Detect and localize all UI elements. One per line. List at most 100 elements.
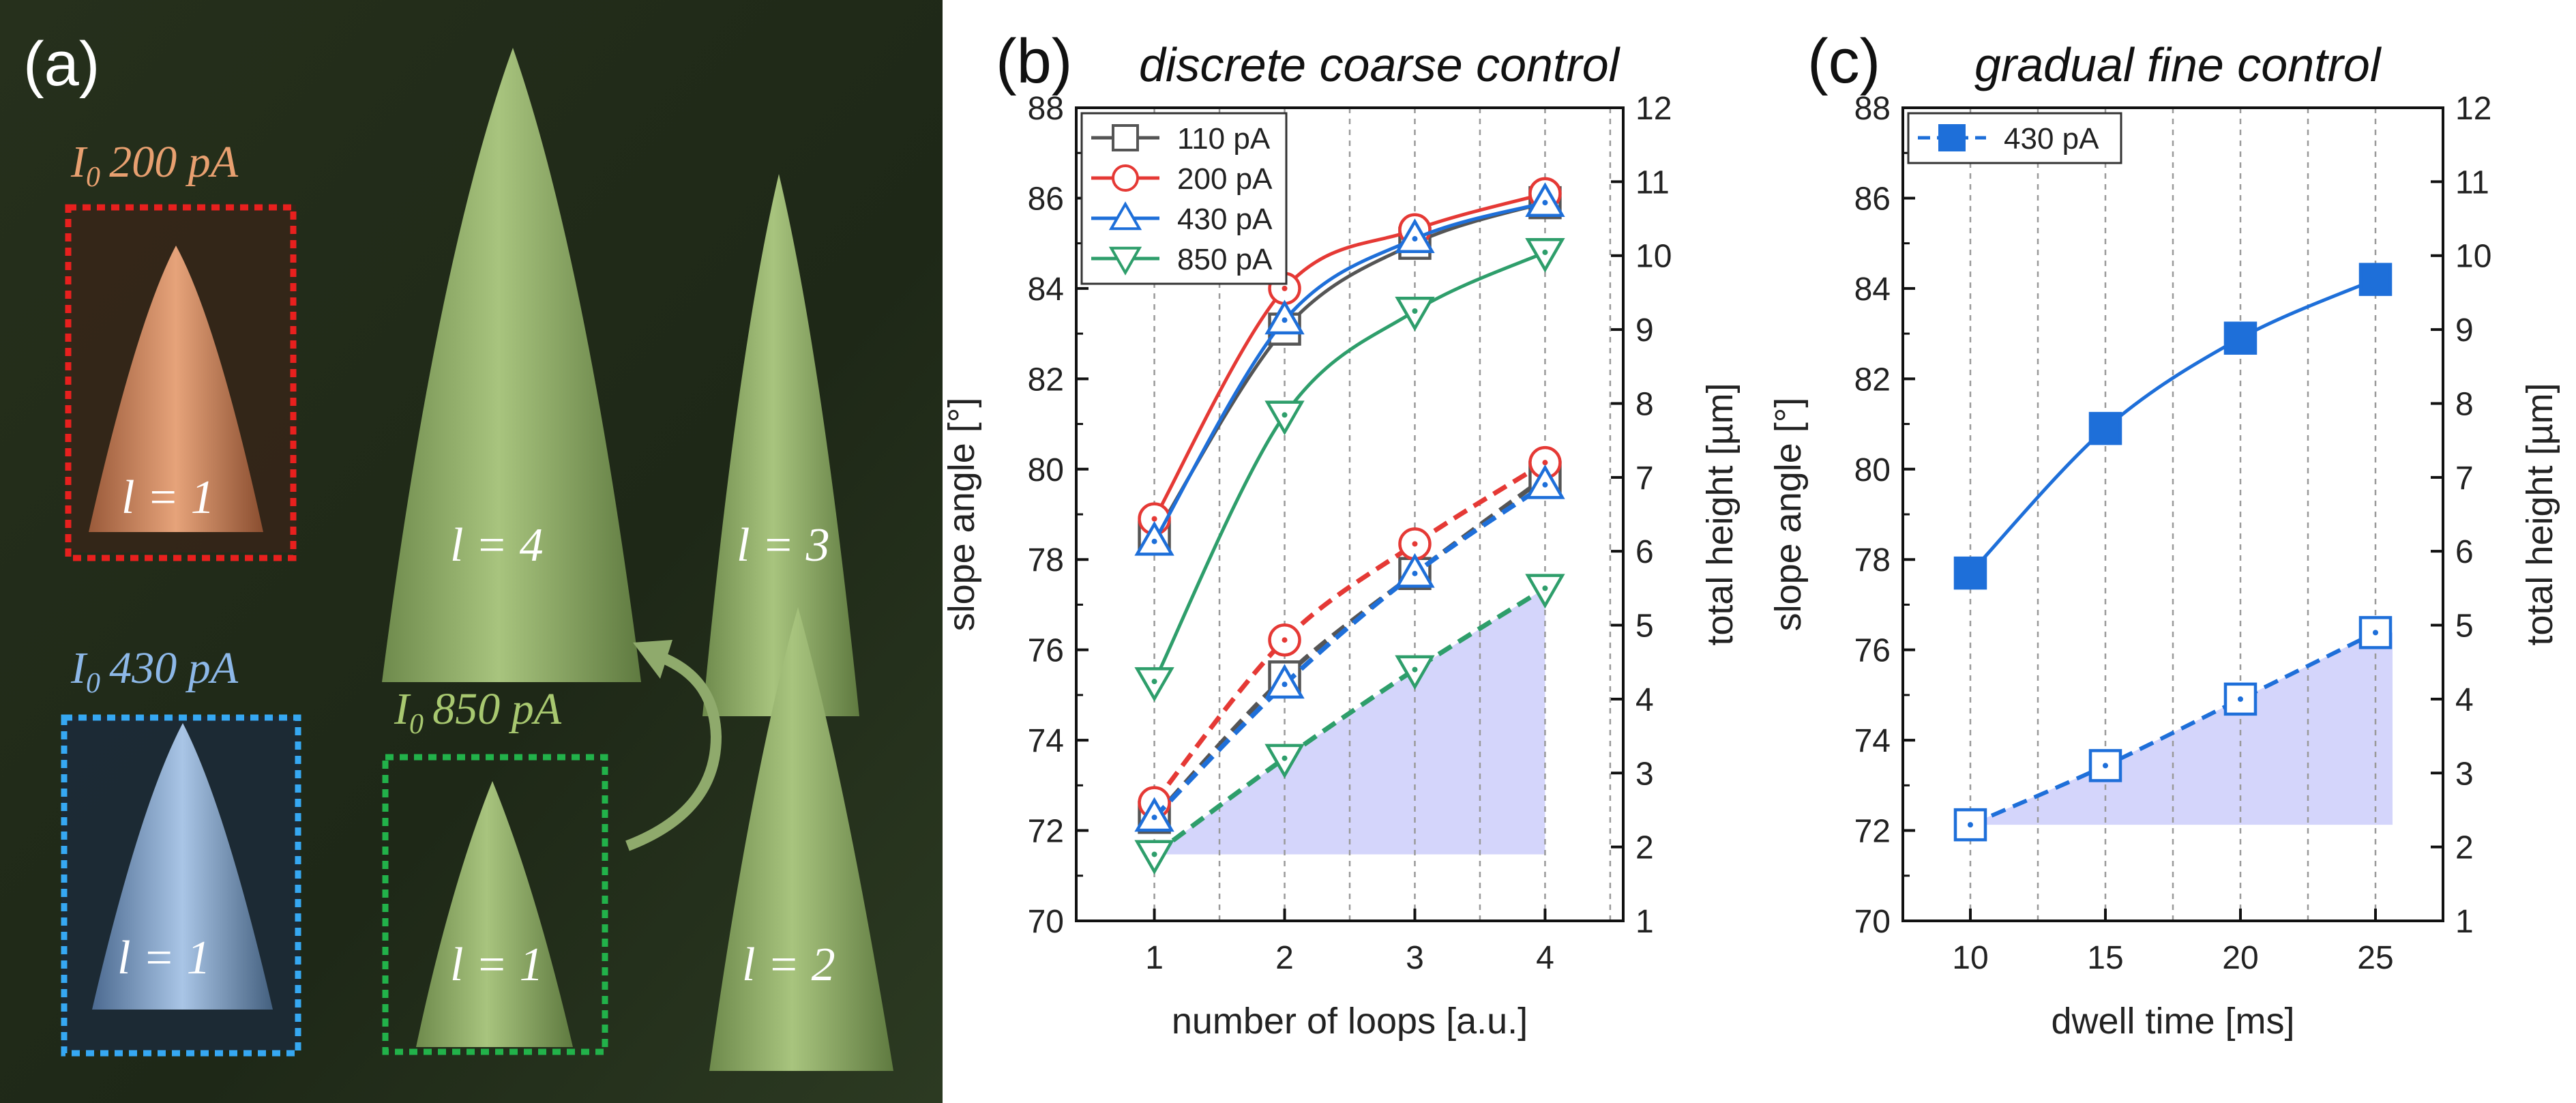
cone-430pa xyxy=(92,723,273,1010)
data-point-center xyxy=(1412,236,1418,242)
y-tick-label: 86 xyxy=(1854,181,1891,217)
current-label-430pa: I0 430 pA xyxy=(71,643,239,700)
frame-200pa xyxy=(65,204,297,561)
x-tick-label: 10 xyxy=(1952,940,1988,976)
y2-axis-label: total height [µm] xyxy=(2519,383,2560,645)
legend-label: 850 pA xyxy=(1177,243,1273,276)
legend-label: 430 pA xyxy=(2004,122,2099,156)
loop-label: l = 3 xyxy=(737,519,830,572)
slope-angle-line xyxy=(1153,250,1546,683)
data-point-center xyxy=(1412,666,1418,673)
data-point-center xyxy=(1412,570,1418,576)
data-point xyxy=(1953,556,1987,590)
y-tick-label: 88 xyxy=(1028,91,1064,127)
data-point-center xyxy=(1282,317,1288,323)
height-dashed-line xyxy=(1153,475,1547,819)
x-tick-label: 25 xyxy=(2357,940,2393,976)
y-axis-label: slope angle [°] xyxy=(941,398,982,632)
y2-tick-label: 3 xyxy=(2455,756,2474,792)
frame-850pa xyxy=(382,754,608,1055)
panel-c-label: (c) xyxy=(1807,27,1881,96)
cone-loop-3 xyxy=(702,174,859,716)
y2-tick-label: 8 xyxy=(2455,386,2474,422)
y-tick-label: 78 xyxy=(1028,542,1064,578)
data-point-center xyxy=(1282,285,1288,291)
current-label-200pa: I0 200 pA xyxy=(71,137,239,194)
loop-label: l = 1 xyxy=(450,939,544,991)
y2-tick-label: 1 xyxy=(1635,904,1654,940)
y-tick-label: 86 xyxy=(1028,181,1064,217)
sem-image-panel: (a) I0 200 pA I0 430 pA I0 850 pA l = 1 … xyxy=(0,0,943,1103)
data-point-center xyxy=(1542,585,1548,591)
legend-marker xyxy=(1938,124,1966,151)
x-tick-label: 20 xyxy=(2222,940,2258,976)
data-point-center xyxy=(1542,249,1548,255)
y-tick-label: 76 xyxy=(1854,633,1891,669)
legend-marker xyxy=(1112,124,1139,151)
data-point-center xyxy=(1151,679,1157,685)
cone-850pa xyxy=(416,781,573,1047)
data-point-center xyxy=(1542,460,1548,466)
data-point-center xyxy=(1151,516,1157,522)
y2-tick-label: 9 xyxy=(1635,312,1654,349)
loop-label: l = 1 xyxy=(117,932,211,984)
data-point xyxy=(2358,263,2393,296)
y-tick-label: 72 xyxy=(1854,814,1891,850)
data-point-center xyxy=(1282,681,1288,688)
x-axis-label: dwell time [ms] xyxy=(2051,1001,2294,1042)
cone-loop-2 xyxy=(709,607,893,1071)
y2-tick-label: 6 xyxy=(1635,534,1654,570)
x-tick-label: 15 xyxy=(2087,940,2123,976)
y-tick-label: 74 xyxy=(1028,723,1064,759)
data-point-center xyxy=(1412,541,1418,547)
y2-tick-label: 2 xyxy=(2455,830,2474,866)
chart-b-title: discrete coarse control xyxy=(1139,38,1620,91)
data-point-center xyxy=(2373,630,2378,636)
y-tick-label: 74 xyxy=(1854,723,1891,759)
cone-200pa xyxy=(89,246,263,532)
y-tick-label: 72 xyxy=(1028,814,1064,850)
legend-label: 430 pA xyxy=(1177,203,1273,236)
y-tick-label: 78 xyxy=(1854,542,1891,578)
cone-loop-4 xyxy=(382,48,641,682)
data-point-center xyxy=(2238,696,2243,702)
chart-c-title: gradual fine control xyxy=(1974,38,2381,91)
curved-arrow-icon xyxy=(625,649,722,851)
y2-tick-label: 4 xyxy=(2455,682,2474,718)
height-dashed-line xyxy=(1152,460,1547,804)
y-tick-label: 80 xyxy=(1854,452,1891,488)
y2-tick-label: 4 xyxy=(1635,682,1654,718)
y2-axis-label: total height [µm] xyxy=(1700,383,1741,645)
y2-tick-label: 10 xyxy=(1635,239,1672,275)
current-label-850pa: I0 850 pA xyxy=(394,684,562,741)
y2-tick-label: 12 xyxy=(1635,91,1672,127)
loop-label: l = 2 xyxy=(742,939,835,991)
y2-tick-label: 12 xyxy=(2455,91,2491,127)
data-point-center xyxy=(1151,538,1157,544)
panel-b-label: (b) xyxy=(996,27,1073,96)
y-tick-label: 70 xyxy=(1854,904,1891,940)
data-point-center xyxy=(1542,200,1548,206)
loop-label: l = 4 xyxy=(450,519,544,572)
height-dashed-line xyxy=(1969,630,2377,827)
y-tick-label: 70 xyxy=(1028,904,1064,940)
x-tick-label: 4 xyxy=(1536,940,1554,976)
y2-tick-label: 2 xyxy=(1635,830,1654,866)
data-point-center xyxy=(1151,851,1157,857)
panel-a-label: (a) xyxy=(23,29,100,99)
data-point-center xyxy=(1282,637,1288,643)
data-point xyxy=(2223,321,2257,355)
y2-tick-label: 5 xyxy=(2455,608,2474,645)
y2-tick-label: 1 xyxy=(2455,904,2474,940)
x-tick-label: 2 xyxy=(1275,940,1294,976)
data-point-center xyxy=(1542,482,1548,488)
x-tick-label: 3 xyxy=(1406,940,1424,976)
y-axis-label: slope angle [°] xyxy=(1768,398,1809,632)
data-point-center xyxy=(1968,822,1973,828)
slope-angle-line xyxy=(1153,201,1546,543)
data-point-center xyxy=(1151,814,1157,821)
y-tick-label: 84 xyxy=(1028,271,1064,308)
legend-marker xyxy=(1112,164,1139,192)
legend-label: 200 pA xyxy=(1177,162,1273,196)
